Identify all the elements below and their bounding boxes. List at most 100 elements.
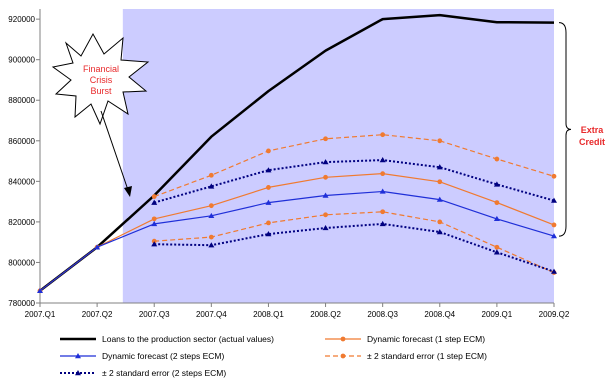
data-point [265, 199, 272, 205]
legend-label: Dynamic forecast (2 steps ECM) [102, 351, 225, 361]
series-3 [151, 132, 557, 199]
data-point [266, 148, 271, 154]
data-point [493, 181, 500, 187]
data-point [379, 157, 386, 163]
y-tick-label: 900000 [8, 56, 35, 65]
series-4 [151, 209, 557, 275]
legend-label: Loans to the production sector (actual v… [102, 334, 274, 344]
data-point [266, 220, 271, 226]
forecast-region-layer [122, 9, 555, 303]
data-point [380, 132, 386, 138]
data-point [551, 222, 557, 228]
extra-credit-bracket [558, 22, 572, 237]
legend-entry-1: Dynamic forecast (1 step ECM) [325, 334, 485, 344]
extra-credit-label-line-2: Credit [579, 137, 605, 147]
series-2 [37, 188, 557, 294]
legend-entry-4: ± 2 standard error (2 steps ECM) [60, 368, 226, 378]
x-tick-label: 2007.Q2 [82, 310, 113, 319]
forecast-shaded-region [122, 9, 555, 303]
crisis-label-line-1: Financial [83, 64, 119, 74]
legend-entry-2: Dynamic forecast (2 steps ECM) [60, 351, 225, 361]
legend-label: Dynamic forecast (1 step ECM) [367, 334, 485, 344]
legend-marker [75, 370, 81, 376]
data-point [493, 249, 500, 255]
data-point [436, 229, 443, 235]
crisis-label-line-3: Burst [90, 86, 112, 96]
data-point [323, 212, 328, 218]
y-tick-label: 840000 [8, 177, 35, 186]
data-point [37, 287, 43, 294]
x-tick-label: 2007.Q3 [139, 310, 170, 319]
extra-credit-annotation: Extra Credit [558, 22, 605, 237]
x-tick-label: 2009.Q2 [539, 310, 570, 319]
x-tick-label: 2009.Q1 [482, 310, 513, 319]
data-point [151, 241, 158, 247]
data-point [208, 234, 214, 240]
extra-credit-label-line-1: Extra [581, 125, 605, 135]
legend-label: ± 2 standard error (2 steps ECM) [102, 368, 226, 378]
y-tick-label: 920000 [8, 15, 35, 24]
data-point [151, 194, 157, 199]
data-point [436, 196, 443, 202]
data-point [437, 138, 443, 144]
legend-label: ± 2 standard error (1 step ECM) [367, 351, 487, 361]
data-point [94, 244, 101, 250]
series-1 [37, 171, 557, 294]
data-point [208, 212, 215, 219]
data-point [551, 233, 557, 239]
data-point [379, 188, 386, 194]
legend-marker [340, 336, 346, 342]
data-point [323, 174, 328, 180]
crisis-burst-shape [51, 32, 150, 126]
series-0 [39, 13, 555, 292]
data-point [494, 156, 500, 162]
y-tick-label: 860000 [8, 137, 35, 146]
series-6 [151, 220, 557, 274]
x-tick-label: 2007.Q1 [25, 310, 56, 319]
x-tick-label: 2008.Q2 [310, 310, 341, 319]
data-point [494, 200, 500, 206]
data-point [437, 219, 443, 225]
series-line [153, 159, 555, 204]
y-tick-label: 880000 [8, 96, 35, 105]
series-line [39, 190, 555, 292]
data-point [208, 242, 215, 248]
legend-entry-3: ± 2 standard error (1 step ECM) [325, 351, 487, 361]
series-5 [151, 157, 557, 205]
legend: Loans to the production sector (actual v… [60, 334, 487, 378]
data-point [494, 244, 500, 250]
data-point [151, 216, 157, 222]
data-point [208, 203, 214, 209]
legend-marker [75, 353, 81, 359]
legend-entry-0: Loans to the production sector (actual v… [60, 334, 274, 344]
series-line [153, 134, 555, 198]
data-point [493, 215, 500, 222]
legend-marker [340, 353, 346, 359]
data-point [551, 173, 557, 179]
y-tick-label: 780000 [8, 299, 35, 308]
y-tick-label: 800000 [8, 258, 35, 267]
data-point [265, 167, 272, 173]
data-point [151, 220, 158, 227]
data-point [380, 209, 386, 215]
series-line [154, 222, 555, 273]
data-point [151, 199, 158, 205]
data-point [208, 183, 215, 189]
series-line [154, 211, 555, 274]
series-line [39, 173, 555, 292]
x-tick-label: 2008.Q4 [424, 310, 455, 319]
data-point [322, 159, 329, 165]
axes: 780000 800000 820000 840000 860000 880000 9000… [8, 9, 570, 319]
data-point [551, 197, 557, 203]
data-point [323, 136, 328, 142]
y-tick-label: 820000 [8, 218, 35, 227]
crisis-arrow-head [124, 186, 132, 197]
crisis-label-line-2: Crisis [90, 75, 113, 85]
series-layer [37, 13, 557, 294]
series-line [39, 13, 555, 292]
x-tick-label: 2008.Q1 [253, 310, 284, 319]
data-point [208, 172, 214, 178]
data-point [380, 171, 386, 177]
data-point [266, 185, 271, 190]
